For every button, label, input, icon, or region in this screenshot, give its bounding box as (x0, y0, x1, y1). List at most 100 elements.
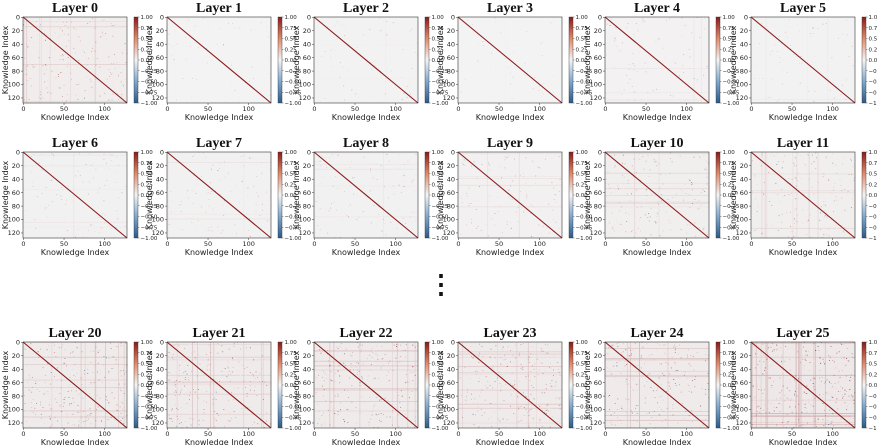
heatmap-cell (822, 403, 824, 404)
heatmap-cell (534, 77, 536, 79)
heatmap-cell (34, 189, 36, 191)
heatmap-cell (83, 33, 85, 35)
heatmap-cell (785, 212, 787, 214)
x-tick-label: 100 (533, 240, 545, 248)
heatmap-cell (92, 177, 94, 179)
colorbar-tick-label: −0.50 (723, 405, 740, 411)
heatmap-cell (176, 415, 178, 417)
heatmap-cell (170, 101, 172, 103)
heatmap-cell (515, 211, 517, 213)
heatmap-cell (390, 221, 392, 223)
heatmap-cell (665, 174, 667, 175)
heatmap-cell (689, 387, 691, 389)
heatmap-cell (691, 183, 693, 185)
heatmap-cell (658, 407, 660, 408)
heatmap-cell (783, 188, 785, 190)
heatmap-cell (79, 417, 81, 419)
heatmap-cell (503, 400, 505, 402)
heatmap-stripe (462, 342, 463, 428)
heatmap-cell (321, 424, 323, 426)
heatmap-cell (240, 374, 242, 376)
heatmap-cell (379, 203, 381, 204)
heatmap-cell (126, 415, 128, 417)
heatmap-cell (219, 179, 221, 181)
heatmap-cell (190, 424, 192, 426)
y-tick-label: 0 (307, 14, 311, 22)
heatmap-cell (97, 406, 99, 408)
heatmap-cell (223, 161, 225, 163)
heatmap-cell (411, 367, 413, 369)
colorbar-tick-label: 0.50 (432, 37, 445, 43)
y-tick-label: 20 (447, 162, 455, 170)
heatmap-cell (194, 391, 196, 393)
heatmap-cell (347, 390, 349, 392)
heatmap-cell (379, 417, 380, 419)
heatmap-cell (203, 374, 205, 376)
heatmap-cell (849, 380, 851, 382)
heatmap-cell (787, 235, 789, 237)
heatmap-cell (688, 416, 690, 418)
heatmap-cell (626, 406, 628, 408)
heatmap-cell (323, 380, 325, 382)
heatmap-cell (850, 395, 852, 396)
heatmap-cell (393, 193, 395, 195)
heatmap-cell (491, 425, 493, 427)
heatmap-cell (781, 227, 783, 229)
heatmap-cell (837, 381, 839, 383)
heatmap-cell (828, 178, 830, 180)
heatmap-cell (805, 360, 807, 361)
heatmap-cell (613, 167, 615, 169)
heatmap-cell (810, 379, 812, 381)
heatmap-cell (373, 350, 375, 351)
heatmap-cell (349, 204, 351, 206)
heatmap-cell (772, 350, 774, 352)
heatmap-cell (490, 348, 492, 350)
plot-frame (22, 341, 128, 429)
heatmap-stripe (458, 356, 562, 358)
heatmap-cell (120, 390, 122, 392)
heatmap-cell (319, 208, 321, 210)
heatmap-cell (359, 412, 361, 414)
heatmap-cell (497, 191, 499, 193)
heatmap-cell (640, 158, 642, 160)
heatmap-cell (329, 157, 331, 159)
colorbar-tick-label: 1.00 (285, 340, 298, 346)
heatmap-cell (514, 380, 516, 382)
heatmap-cell (652, 82, 654, 84)
heatmap-cell (664, 352, 666, 354)
colorbar-tick-label: 0.25 (141, 182, 154, 188)
heatmap-cell (626, 347, 628, 349)
heatmap-cell (321, 55, 323, 57)
heatmap-cell (705, 346, 707, 348)
heatmap-cell (492, 215, 494, 216)
heatmap-cell (398, 184, 400, 186)
heatmap-cell (762, 57, 764, 59)
heatmap-cell (760, 165, 762, 167)
heatmap-cell (482, 41, 484, 42)
heatmap-cell (459, 377, 461, 379)
heatmap-cell (478, 43, 480, 45)
heatmap-cell (845, 364, 847, 366)
heatmap-cell (788, 82, 790, 83)
heatmap-cell (111, 154, 113, 156)
heatmap-cell (475, 419, 477, 421)
heatmap-cell (547, 344, 549, 346)
heatmap-cell (95, 358, 97, 360)
colorbar-tick-label: −0.75 (141, 415, 158, 421)
heatmap-cell (610, 373, 612, 375)
heatmap-cell (53, 379, 55, 381)
heatmap-cell (833, 189, 835, 191)
y-tick-label: 60 (740, 54, 748, 62)
heatmap-cell (98, 379, 100, 381)
heatmap-cell (557, 378, 559, 380)
heatmap-cell (549, 407, 550, 409)
heatmap-cell (544, 411, 546, 413)
heatmap-cell (206, 230, 207, 232)
heatmap-cell (655, 222, 657, 224)
heatmap-cell (462, 164, 464, 165)
heatmap-cell (413, 190, 415, 192)
heatmap-cell (526, 415, 528, 417)
colorbar-tick-label: −0.50 (141, 215, 158, 221)
heatmap-cell (491, 403, 493, 404)
